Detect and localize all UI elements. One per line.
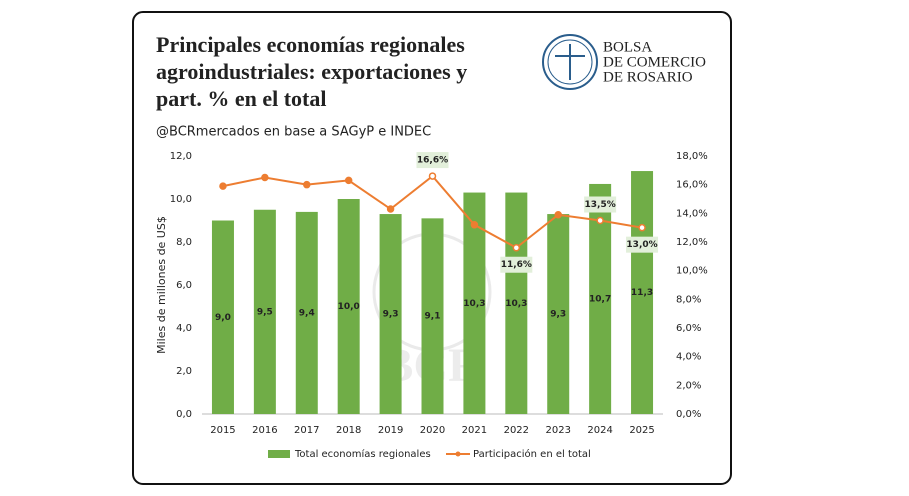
line-marker (261, 173, 269, 182)
y2-tick-label: 4,0% (676, 352, 701, 363)
bar (505, 192, 528, 414)
y-tick-label: 0,0 (176, 409, 192, 420)
x-tick-label: 2017 (294, 425, 319, 436)
x-tick-label: 2020 (420, 425, 445, 436)
bar (463, 192, 486, 414)
bar-value-label: 10,3 (463, 299, 485, 309)
logo-text: BOLSA (603, 39, 652, 55)
bar-value-label: 10,3 (505, 299, 527, 309)
line-marker (470, 221, 479, 229)
bar (547, 214, 570, 414)
y2-tick-label: 6,0% (676, 323, 701, 334)
y2-tick-label: 0,0% (676, 409, 701, 420)
line-marker (428, 172, 437, 180)
x-tick-label: 2022 (504, 425, 529, 436)
y-axis-label: Miles de millones de US$ (155, 216, 168, 354)
bar-value-label: 9,4 (299, 308, 315, 318)
line-marker (344, 176, 353, 185)
y2-tick-label: 12,0% (676, 237, 708, 248)
bar-value-label: 9,3 (550, 310, 566, 320)
bar (421, 218, 444, 414)
bar (589, 183, 612, 414)
data-label-box (500, 256, 533, 273)
data-label-box (416, 152, 449, 169)
y2-tick-label: 14,0% (676, 208, 708, 219)
line-value-label: 16,6% (417, 156, 448, 166)
bar (253, 209, 276, 414)
x-tick-label: 2019 (378, 425, 403, 436)
bar (295, 211, 318, 414)
chart-title: Principales economías regionales (156, 32, 465, 57)
y-tick-label: 6,0 (176, 280, 192, 291)
legend-swatch (455, 451, 461, 457)
bar (631, 171, 654, 414)
line-marker (596, 216, 604, 225)
bar-value-label: 10,7 (589, 294, 611, 304)
line-marker (554, 211, 562, 219)
data-label-box (584, 196, 617, 213)
line-marker (638, 223, 646, 232)
bar-value-label: 10,0 (338, 302, 360, 312)
data-label-box (626, 236, 659, 253)
y2-tick-label: 18,0% (676, 151, 708, 162)
y2-tick-label: 10,0% (676, 266, 708, 277)
bar (379, 214, 402, 414)
line-marker (386, 205, 395, 213)
x-tick-label: 2023 (546, 425, 571, 436)
logo-text: DE COMERCIO (603, 54, 706, 70)
x-tick-label: 2018 (336, 425, 361, 436)
bar-value-label: 9,3 (383, 310, 399, 320)
y-tick-label: 4,0 (176, 323, 192, 334)
y2-tick-label: 16,0% (676, 180, 708, 191)
x-tick-label: 2024 (587, 425, 612, 436)
chart-title: agroindustriales: exportaciones y (156, 59, 467, 84)
y2-tick-label: 2,0% (676, 380, 701, 391)
line-value-label: 13,0% (626, 240, 657, 250)
bar-value-label: 9,1 (425, 312, 441, 322)
y2-tick-label: 8,0% (676, 294, 701, 305)
y-tick-label: 10,0 (170, 194, 192, 205)
chart-title: part. % en el total (156, 86, 326, 111)
line-value-label: 11,6% (501, 260, 532, 270)
line-marker (512, 243, 521, 252)
legend-label: Participación en el total (473, 448, 591, 460)
bar (211, 220, 234, 414)
logo-mark (542, 34, 598, 90)
subtitle: @BCRmercados en base a SAGyP e INDEC (156, 125, 431, 140)
bar-value-label: 9,0 (215, 313, 231, 323)
x-tick-label: 2025 (629, 425, 654, 436)
bar (337, 199, 360, 414)
logo-text: DE ROSARIO (603, 69, 693, 85)
x-tick-label: 2021 (462, 425, 487, 436)
legend-label: Total economías regionales (294, 448, 431, 460)
y-tick-label: 12,0 (170, 151, 192, 162)
bar-value-label: 11,3 (631, 288, 653, 298)
bar-value-label: 9,5 (257, 307, 273, 317)
y-tick-label: 2,0 (176, 366, 192, 377)
y-tick-label: 8,0 (176, 237, 192, 248)
line-marker (219, 182, 227, 190)
line-value-label: 13,5% (585, 200, 616, 210)
x-tick-label: 2015 (210, 425, 235, 436)
legend-swatch (268, 450, 290, 458)
x-tick-label: 2016 (252, 425, 277, 436)
line-marker (303, 180, 311, 189)
